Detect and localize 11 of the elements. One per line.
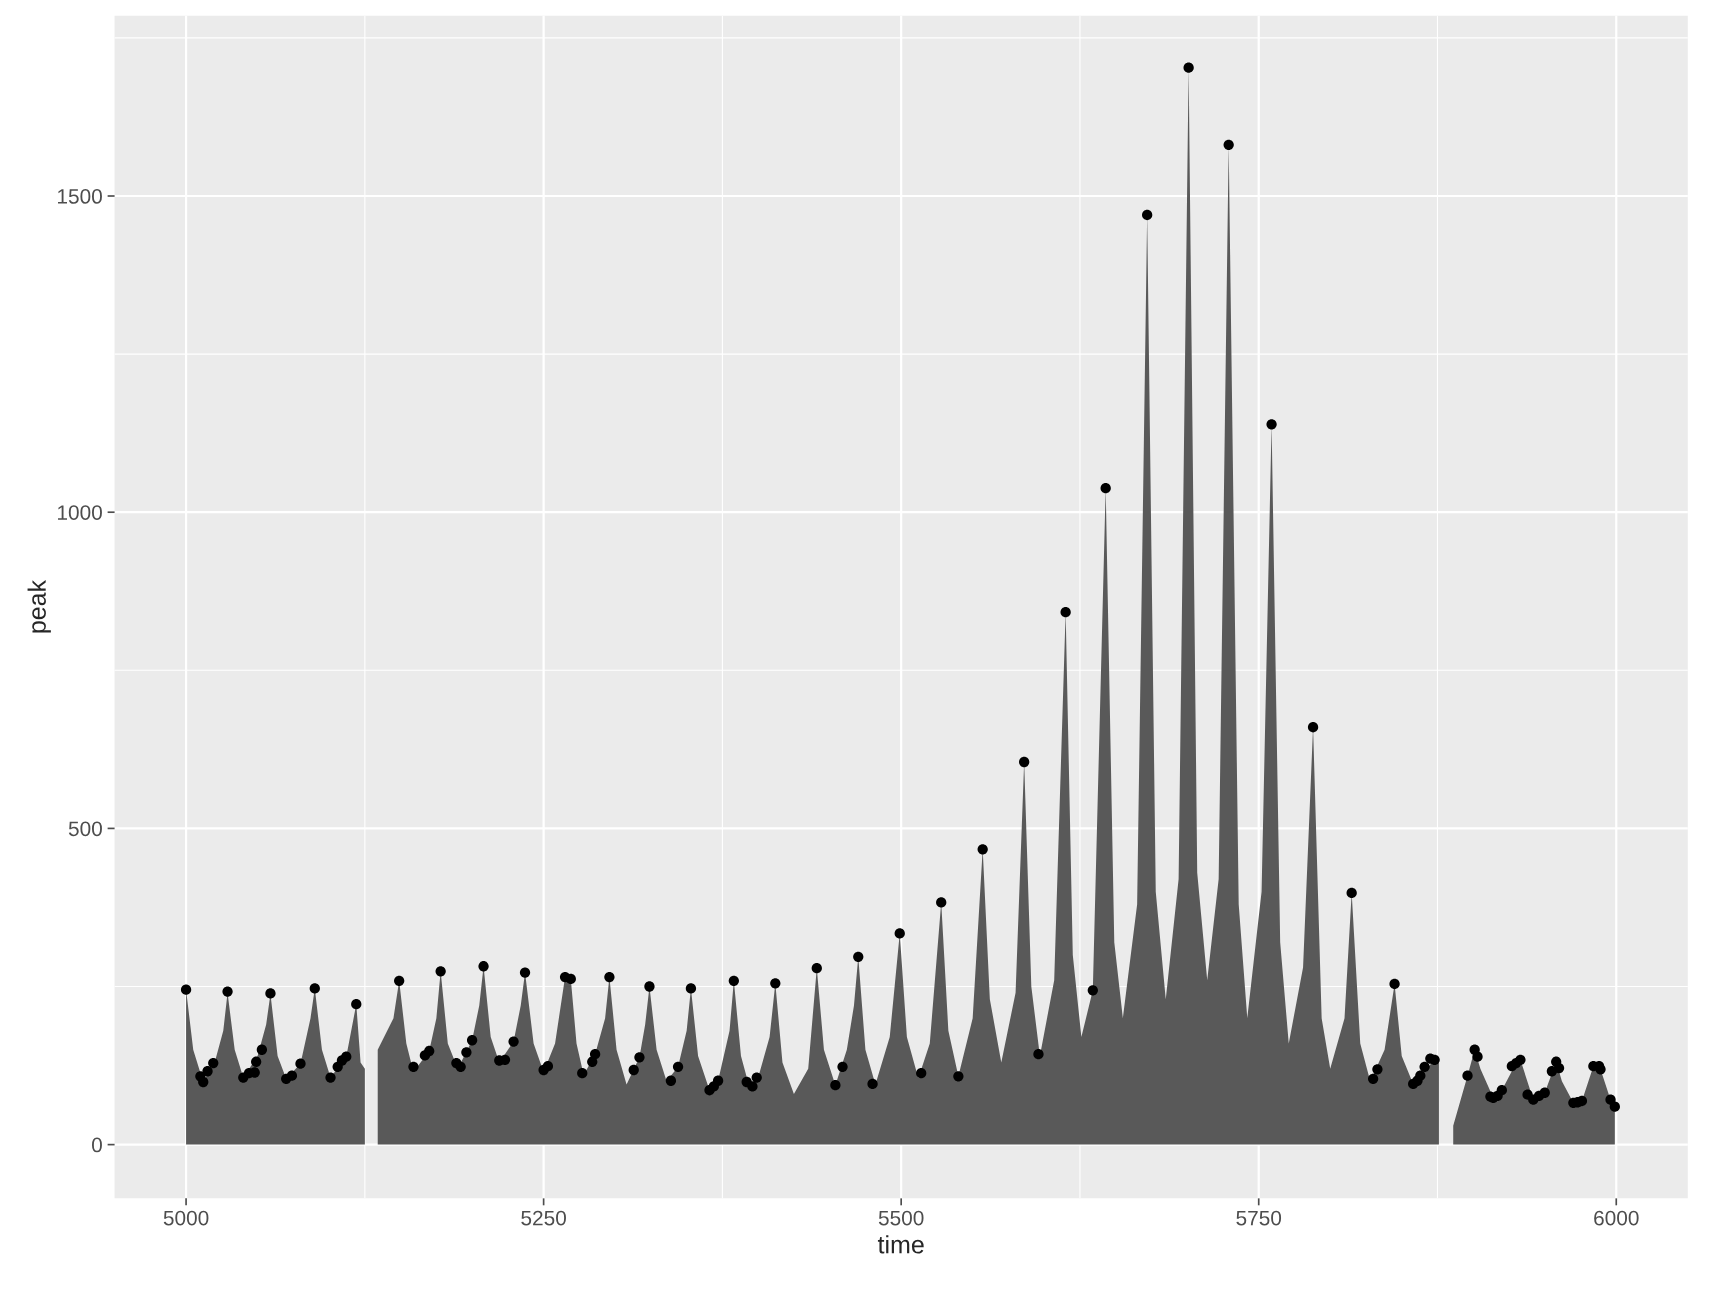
- y-axis-title: peak: [27, 579, 51, 633]
- x-tick-label: 5750: [1236, 1210, 1282, 1226]
- y-tick-label: 1500: [58, 189, 102, 204]
- y-tick-label: 500: [68, 821, 102, 837]
- x-tick-label: 5500: [878, 1210, 924, 1226]
- y-tick-label: 1000: [58, 505, 102, 520]
- x-axis-title: time: [877, 1235, 924, 1254]
- x-tick-label: 5000: [163, 1210, 209, 1226]
- x-tick-label: 5250: [521, 1210, 566, 1226]
- y-tick-label: 0: [91, 1137, 102, 1153]
- x-tick-label: 6000: [1594, 1210, 1639, 1226]
